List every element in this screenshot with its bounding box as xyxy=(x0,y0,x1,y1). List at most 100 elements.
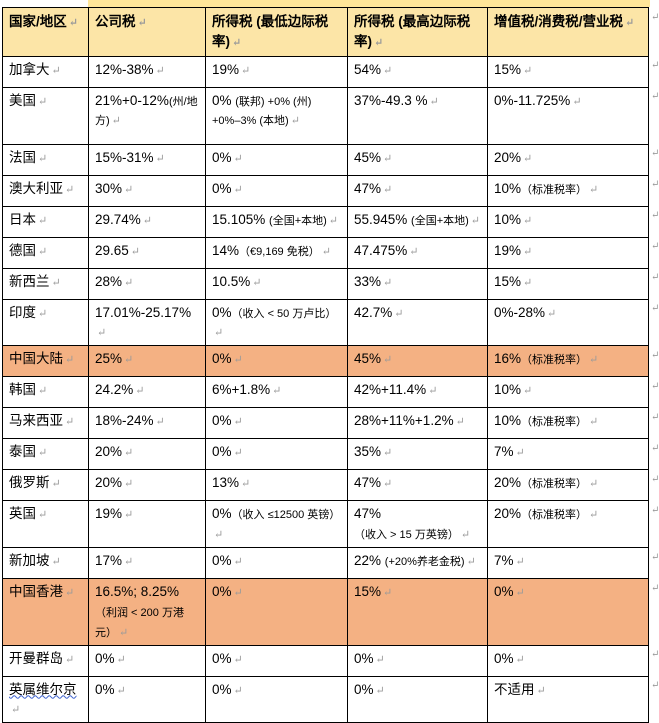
cell-corporate[interactable]: 0% ↵ xyxy=(88,675,206,723)
cell-country[interactable]: 德国 ↵ xyxy=(2,236,89,269)
cell-text: 0% xyxy=(354,681,374,697)
cell-country[interactable]: 英属维尔京 ↵ xyxy=(2,675,89,723)
cell-country[interactable]: 法国 ↵ xyxy=(2,143,89,176)
cell-income_max[interactable]: 15% ↵ xyxy=(347,578,488,646)
cell-income_min[interactable]: 15.105% (全国+本地) ↵ xyxy=(205,205,348,238)
cell-income_min[interactable]: 0% ↵ xyxy=(205,675,348,723)
cell-income_max[interactable]: 28%+11%+1.2% ↵ xyxy=(347,407,488,440)
cell-country[interactable]: 泰国 ↵ xyxy=(2,438,89,471)
cell-country[interactable]: 中国大陆 ↵ xyxy=(2,345,89,378)
cell-corporate[interactable]: 0% ↵ xyxy=(88,644,206,677)
cell-country[interactable]: 新西兰 ↵ xyxy=(2,267,89,300)
cell-income_min[interactable]: 19% ↵ xyxy=(205,55,348,88)
cell-income_max[interactable]: 42.7% ↵ xyxy=(347,298,488,347)
cell-vat[interactable]: 7% ↵ xyxy=(487,547,649,580)
cell-income_min[interactable]: 0%（收入 ≤12500 英镑） ↵ xyxy=(205,500,348,549)
cell-country[interactable]: 加拿大 ↵ xyxy=(2,55,89,88)
cell-income_max[interactable]: 47.475% ↵ xyxy=(347,236,488,269)
cell-country[interactable]: 澳大利亚 ↵ xyxy=(2,174,89,207)
cell-corporate[interactable]: 17.01%-25.17% ↵ xyxy=(88,298,206,347)
cell-income_max[interactable]: 45% ↵ xyxy=(347,143,488,176)
cell-corporate[interactable]: 17% ↵ xyxy=(88,547,206,580)
cell-vat[interactable]: 0%-11.725% ↵ xyxy=(487,86,649,145)
cell-income_max[interactable]: 22% (+20%养老金税) ↵ xyxy=(347,547,488,580)
cell-income_max[interactable]: 47% ↵ xyxy=(347,174,488,207)
cell-income_min[interactable]: 0% ↵ xyxy=(205,143,348,176)
cell-income_max[interactable]: 0% ↵ xyxy=(347,644,488,677)
cell-vat[interactable]: 10% ↵ xyxy=(487,205,649,238)
cell-country[interactable]: 开曼群岛 ↵ xyxy=(2,644,89,677)
cell-income_min[interactable]: 0%（收入 < 50 万卢比） ↵ xyxy=(205,298,348,347)
cell-country[interactable]: 美国 ↵ xyxy=(2,86,89,145)
cell-income_max[interactable]: 33% ↵ xyxy=(347,267,488,300)
cell-vat[interactable]: 0%-28% ↵ xyxy=(487,298,649,347)
cell-income_min[interactable]: 0% (联邦) +0% (州) +0%–3% (本地) ↵ xyxy=(205,86,348,145)
cell-vat[interactable]: 15% ↵ xyxy=(487,267,649,300)
cell-income_min[interactable]: 0% ↵ xyxy=(205,174,348,207)
cell-income_max[interactable]: 54% ↵ xyxy=(347,55,488,88)
cell-vat[interactable]: 15% ↵ xyxy=(487,55,649,88)
cell-corporate[interactable]: 30% ↵ xyxy=(88,174,206,207)
column-header-country[interactable]: 国家/地区 ↵ xyxy=(2,7,89,57)
cell-vat[interactable]: 10%（标准税率） ↵ xyxy=(487,407,649,440)
cell-vat[interactable]: 19% ↵ xyxy=(487,236,649,269)
cell-corporate[interactable]: 21%+0-12%(州/地方) ↵ xyxy=(88,86,206,145)
cell-income_min[interactable]: 6%+1.8% ↵ xyxy=(205,376,348,409)
pilcrow-icon: ↵ xyxy=(290,115,300,128)
cell-text: 开曼群岛 xyxy=(9,650,63,666)
pilcrow-icon: ↵ xyxy=(233,416,243,429)
cell-vat[interactable]: 10%（标准税率） ↵ xyxy=(487,174,649,207)
cell-country[interactable]: 日本 ↵ xyxy=(2,205,89,238)
cell-country[interactable]: 韩国 ↵ xyxy=(2,376,89,409)
cell-corporate[interactable]: 28% ↵ xyxy=(88,267,206,300)
cell-country[interactable]: 英国 ↵ xyxy=(2,500,89,549)
cell-vat[interactable]: 0% ↵ xyxy=(487,644,649,677)
cell-income_max[interactable]: 55.945% (全国+本地) ↵ xyxy=(347,205,488,238)
column-header-income-tax-max[interactable]: 所得税 (最高边际税率) ↵ xyxy=(347,7,488,57)
cell-income_max[interactable]: 0% ↵ xyxy=(347,675,488,723)
cell-country[interactable]: 俄罗斯 ↵ xyxy=(2,469,89,502)
cell-vat[interactable]: 不适用 ↵ xyxy=(487,675,649,723)
cell-vat[interactable]: 10% ↵ xyxy=(487,376,649,409)
cell-income_max[interactable]: 42%+11.4% ↵ xyxy=(347,376,488,409)
cell-country[interactable]: 马来西亚 ↵ xyxy=(2,407,89,440)
column-header-vat[interactable]: 增值税/消费税/营业税 ↵ xyxy=(487,7,649,57)
pilcrow-icon: ↵ xyxy=(383,354,393,367)
cell-country[interactable]: 中国香港 ↵ xyxy=(2,578,89,646)
cell-income_min[interactable]: 0% ↵ xyxy=(205,644,348,677)
cell-corporate[interactable]: 20% ↵ xyxy=(88,469,206,502)
cell-corporate[interactable]: 20% ↵ xyxy=(88,438,206,471)
cell-corporate[interactable]: 12%-38% ↵ xyxy=(88,55,206,88)
cell-country[interactable]: 新加坡 ↵ xyxy=(2,547,89,580)
cell-vat[interactable]: 20%（标准税率） ↵ xyxy=(487,469,649,502)
cell-corporate[interactable]: 25% ↵ xyxy=(88,345,206,378)
cell-income_min[interactable]: 13% ↵ xyxy=(205,469,348,502)
cell-income_max[interactable]: 47% ↵ xyxy=(347,469,488,502)
cell-corporate[interactable]: 19% ↵ xyxy=(88,500,206,549)
cell-income_min[interactable]: 0% ↵ xyxy=(205,578,348,646)
cell-vat[interactable]: 7% ↵ xyxy=(487,438,649,471)
column-header-income-tax-min[interactable]: 所得税 (最低边际税率) ↵ xyxy=(205,7,348,57)
cell-income_min[interactable]: 0% ↵ xyxy=(205,438,348,471)
cell-income_max[interactable]: 45% ↵ xyxy=(347,345,488,378)
cell-vat[interactable]: 20% ↵ xyxy=(487,143,649,176)
cell-income_min[interactable]: 0% ↵ xyxy=(205,345,348,378)
cell-corporate[interactable]: 24.2% ↵ xyxy=(88,376,206,409)
cell-income_min[interactable]: 0% ↵ xyxy=(205,547,348,580)
cell-corporate[interactable]: 29.74% ↵ xyxy=(88,205,206,238)
cell-country[interactable]: 印度 ↵ xyxy=(2,298,89,347)
cell-income_max[interactable]: 35% ↵ xyxy=(347,438,488,471)
cell-corporate[interactable]: 15%-31% ↵ xyxy=(88,143,206,176)
cell-vat[interactable]: 20%（标准税率） ↵ xyxy=(487,500,649,549)
cell-income_max[interactable]: 37%-49.3 % ↵ xyxy=(347,86,488,145)
column-header-corporate-tax[interactable]: 公司税 ↵ xyxy=(88,7,206,57)
cell-income_min[interactable]: 14%（€9,169 免税） ↵ xyxy=(205,236,348,269)
cell-income_max[interactable]: 47%（收入 > 15 万英镑） ↵ xyxy=(347,500,488,549)
cell-corporate[interactable]: 16.5%; 8.25%（利润 < 200 万港元） ↵ xyxy=(88,578,206,646)
cell-income_min[interactable]: 10.5% ↵ xyxy=(205,267,348,300)
cell-income_min[interactable]: 0% ↵ xyxy=(205,407,348,440)
cell-corporate[interactable]: 29.65 ↵ xyxy=(88,236,206,269)
cell-corporate[interactable]: 18%-24% ↵ xyxy=(88,407,206,440)
cell-vat[interactable]: 16%（标准税率） ↵ xyxy=(487,345,649,378)
cell-vat[interactable]: 0% ↵ xyxy=(487,578,649,646)
